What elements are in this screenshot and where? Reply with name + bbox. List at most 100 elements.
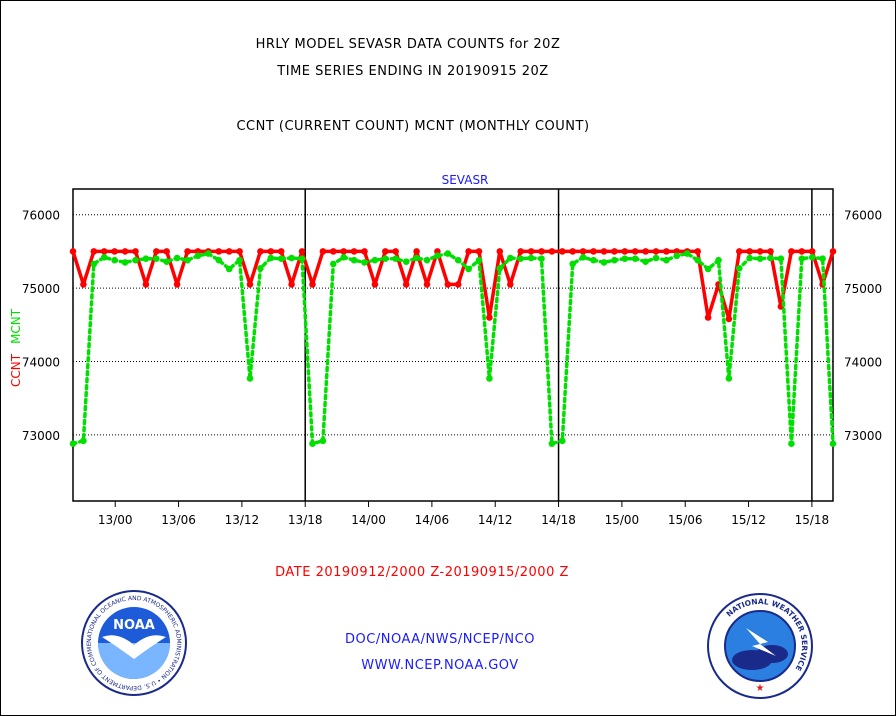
data-point-mcnt — [402, 258, 410, 266]
data-point-mcnt — [319, 437, 327, 445]
data-point-ccnt — [330, 248, 337, 255]
data-point-ccnt — [694, 248, 701, 255]
data-point-mcnt — [371, 256, 379, 264]
data-point-mcnt — [80, 437, 87, 445]
data-point-mcnt — [288, 254, 295, 262]
data-point-mcnt — [694, 256, 701, 264]
data-point-ccnt — [298, 248, 306, 255]
data-point-ccnt — [69, 248, 77, 255]
data-point-ccnt — [90, 248, 98, 255]
data-point-mcnt — [569, 260, 576, 268]
data-point-ccnt — [621, 248, 629, 255]
data-point-ccnt — [80, 281, 87, 288]
x-tick-label: 13/12 — [225, 513, 260, 527]
data-point-mcnt — [517, 255, 524, 262]
data-point-ccnt — [392, 248, 400, 255]
data-point-ccnt — [507, 281, 514, 288]
data-point-mcnt — [767, 254, 774, 262]
data-point-ccnt — [153, 248, 160, 255]
data-point-ccnt — [163, 248, 170, 255]
data-point-mcnt — [423, 256, 431, 264]
data-point-ccnt — [548, 248, 556, 255]
data-point-ccnt — [340, 248, 348, 255]
data-point-mcnt — [704, 265, 712, 273]
data-point-ccnt — [246, 281, 254, 288]
data-point-ccnt — [579, 248, 587, 255]
data-point-ccnt — [371, 281, 379, 288]
data-point-mcnt — [548, 440, 556, 448]
data-point-ccnt — [527, 248, 535, 255]
data-point-mcnt — [829, 440, 837, 448]
data-point-ccnt — [767, 248, 774, 255]
data-point-mcnt — [100, 253, 108, 261]
noaa-logo: NOAA NATIONAL OCEANIC AND ATMOSPHERIC AD… — [80, 589, 187, 696]
data-point-ccnt — [746, 248, 753, 255]
data-point-ccnt — [663, 248, 670, 255]
y-tick-label-left: 76000 — [22, 209, 60, 223]
data-point-ccnt — [215, 248, 223, 255]
data-point-mcnt — [631, 255, 639, 262]
data-point-mcnt — [267, 254, 275, 262]
data-point-ccnt — [788, 248, 795, 255]
x-tick-label: 13/18 — [288, 513, 323, 527]
data-point-mcnt — [121, 259, 129, 266]
data-point-mcnt — [465, 265, 472, 273]
data-point-ccnt — [100, 248, 108, 255]
data-point-mcnt — [173, 254, 181, 262]
data-point-mcnt — [611, 256, 618, 264]
data-point-ccnt — [465, 248, 472, 255]
data-point-mcnt — [444, 250, 452, 257]
data-point-mcnt — [90, 260, 98, 268]
data-point-mcnt — [163, 258, 170, 266]
data-point-mcnt — [382, 255, 389, 262]
data-point-ccnt — [798, 248, 806, 255]
data-point-ccnt — [600, 248, 608, 255]
footer-org: DOC/NOAA/NWS/NCEP/NCO — [345, 632, 535, 647]
data-point-ccnt — [569, 248, 576, 255]
data-point-ccnt — [184, 248, 191, 255]
data-point-mcnt — [777, 255, 785, 262]
data-point-ccnt — [267, 248, 275, 255]
data-point-mcnt — [590, 256, 597, 264]
data-point-mcnt — [673, 252, 681, 260]
data-point-mcnt — [225, 265, 233, 273]
chart-title-line2: TIME SERIES ENDING IN 20190915 20Z — [277, 64, 549, 79]
data-point-mcnt — [788, 440, 795, 448]
data-point-mcnt — [579, 253, 587, 261]
data-point-mcnt — [194, 252, 202, 260]
data-point-ccnt — [132, 248, 139, 255]
data-point-mcnt — [246, 375, 254, 382]
x-tick-label: 14/12 — [478, 513, 513, 527]
data-point-mcnt — [475, 256, 483, 264]
x-tick-label: 14/06 — [415, 513, 450, 527]
y-tick-label-right: 73000 — [844, 429, 882, 443]
data-point-ccnt — [361, 248, 368, 255]
y-tick-label-right: 76000 — [844, 209, 882, 223]
data-point-mcnt — [434, 252, 441, 260]
data-point-ccnt — [413, 248, 420, 255]
data-point-ccnt — [423, 281, 431, 288]
data-point-ccnt — [631, 248, 639, 255]
data-point-ccnt — [309, 281, 316, 288]
data-point-mcnt — [527, 254, 535, 262]
data-point-mcnt — [215, 256, 223, 264]
data-point-ccnt — [725, 315, 733, 323]
data-point-mcnt — [663, 256, 670, 264]
data-point-ccnt — [173, 281, 181, 288]
data-point-ccnt — [652, 248, 660, 255]
data-point-mcnt — [819, 255, 826, 262]
data-point-ccnt — [736, 248, 743, 255]
data-point-ccnt — [350, 248, 358, 255]
data-point-ccnt — [225, 248, 233, 255]
x-tick-label: 15/06 — [668, 513, 703, 527]
data-point-ccnt — [444, 281, 452, 288]
data-point-mcnt — [798, 255, 806, 262]
data-point-mcnt — [361, 259, 368, 266]
data-point-ccnt — [590, 248, 597, 255]
date-range-label: DATE 20190912/2000 Z-20190915/2000 Z — [275, 565, 569, 580]
data-point-mcnt — [496, 265, 504, 272]
data-point-mcnt — [132, 256, 139, 264]
data-point-ccnt — [454, 281, 462, 288]
data-point-mcnt — [652, 254, 660, 262]
data-point-ccnt — [611, 248, 618, 255]
